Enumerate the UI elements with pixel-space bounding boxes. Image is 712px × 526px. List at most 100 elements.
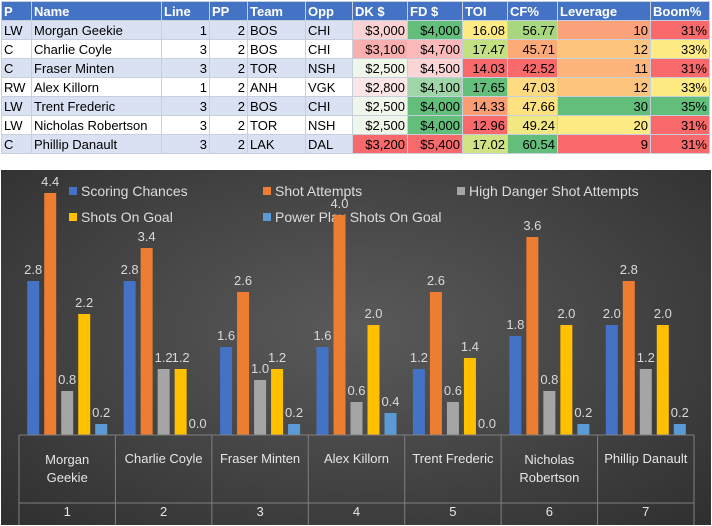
cell-name: Phillip Danault xyxy=(31,134,162,154)
bar xyxy=(509,336,522,435)
cell-p: C xyxy=(1,134,32,154)
cell-pp: 2 xyxy=(209,20,248,40)
cell-leverage: 12 xyxy=(557,77,651,97)
header-cf[interactable]: CF% xyxy=(507,1,558,21)
category-name: Charlie Coyle xyxy=(125,451,203,466)
bar xyxy=(157,369,170,435)
cell-line: 1 xyxy=(161,77,210,97)
cell-name: Trent Frederic xyxy=(31,96,162,116)
legend-swatch xyxy=(263,187,271,195)
cell-cf: 47.66 xyxy=(507,96,558,116)
category-number: 4 xyxy=(353,504,360,519)
header-line[interactable]: Line xyxy=(161,1,210,21)
header-name[interactable]: Name xyxy=(31,1,162,21)
bar xyxy=(95,424,108,435)
cell-opp: DAL xyxy=(305,134,353,154)
data-label: 2.6 xyxy=(234,273,252,288)
category-name: Phillip Danault xyxy=(604,451,687,466)
table-row: C Phillip Danault 3 2 LAK DAL $3,200 $5,400 17.0… xyxy=(1,134,710,154)
table-header-row: P Name Line PP Team Opp DK $ FD $ TOI CF% Leverage… xyxy=(1,1,710,21)
data-label: 1.2 xyxy=(410,350,428,365)
data-label: 1.6 xyxy=(313,328,331,343)
header-opp[interactable]: Opp xyxy=(305,1,353,21)
bar xyxy=(123,281,136,435)
cell-opp: VGK xyxy=(305,77,353,97)
cell-p: RW xyxy=(1,77,32,97)
cell-dk: $3,200 xyxy=(352,134,408,154)
bar xyxy=(577,424,590,435)
data-label: 1.2 xyxy=(172,350,190,365)
cell-name: Fraser Minten xyxy=(31,58,162,78)
cell-cf: 45.71 xyxy=(507,39,558,59)
cell-toi: 14.03 xyxy=(462,58,508,78)
header-boom[interactable]: Boom% xyxy=(650,1,710,21)
category-number: 7 xyxy=(642,504,649,519)
header-fd[interactable]: FD $ xyxy=(407,1,463,21)
header-leverage[interactable]: Leverage xyxy=(557,1,651,21)
cell-team: ANH xyxy=(247,77,306,97)
data-label: 3.4 xyxy=(138,229,156,244)
cell-boom: 31% xyxy=(650,115,710,135)
data-label: 0.2 xyxy=(574,405,592,420)
data-label: 1.6 xyxy=(217,328,235,343)
cell-boom: 31% xyxy=(650,20,710,40)
cell-dk: $2,500 xyxy=(352,115,408,135)
legend-swatch xyxy=(457,187,465,195)
cell-opp: NSH xyxy=(305,58,353,78)
cell-toi: 16.08 xyxy=(462,20,508,40)
table-row: LW Morgan Geekie 1 2 BOS CHI $3,000 $4,000 16.08… xyxy=(1,20,710,40)
legend-label: Power Play Shots On Goal xyxy=(275,209,442,225)
cell-fd: $4,000 xyxy=(407,20,463,40)
category-number: 1 xyxy=(64,504,71,519)
cell-line: 1 xyxy=(161,20,210,40)
bar xyxy=(526,237,539,435)
legend-label: High Danger Shot Attempts xyxy=(469,183,639,199)
cell-cf: 60.54 xyxy=(507,134,558,154)
cell-fd: $4,500 xyxy=(407,58,463,78)
bar xyxy=(27,281,40,435)
header-p[interactable]: P xyxy=(1,1,32,21)
bar xyxy=(174,369,187,435)
cell-dk: $2,800 xyxy=(352,77,408,97)
bar xyxy=(446,402,459,435)
cell-dk: $3,100 xyxy=(352,39,408,59)
cell-opp: CHI xyxy=(305,20,353,40)
bar xyxy=(254,380,267,435)
data-label: 2.8 xyxy=(24,262,42,277)
cell-line: 3 xyxy=(161,115,210,135)
cell-team: TOR xyxy=(247,115,306,135)
cell-p: LW xyxy=(1,20,32,40)
cell-leverage: 30 xyxy=(557,96,651,116)
cell-name: Alex Killorn xyxy=(31,77,162,97)
category-name: Morgan Geekie xyxy=(45,452,89,485)
bar xyxy=(78,314,91,435)
bar xyxy=(140,248,153,435)
data-label: 4.0 xyxy=(330,196,348,211)
header-team[interactable]: Team xyxy=(247,1,306,21)
bar xyxy=(367,325,380,435)
cell-toi: 17.02 xyxy=(462,134,508,154)
header-pp[interactable]: PP xyxy=(209,1,248,21)
data-label: 2.2 xyxy=(75,295,93,310)
cell-name: Morgan Geekie xyxy=(31,20,162,40)
bar xyxy=(622,281,635,435)
table-row: LW Trent Frederic 3 2 BOS CHI $2,500 $4,000 14.3… xyxy=(1,96,710,116)
cell-team: TOR xyxy=(247,58,306,78)
header-dk[interactable]: DK $ xyxy=(352,1,408,21)
chart-svg: Scoring Chances Shot Attempts High Danger … xyxy=(18,174,695,525)
data-label: 2.0 xyxy=(364,306,382,321)
data-label: 1.2 xyxy=(268,350,286,365)
bar xyxy=(316,347,329,435)
bar xyxy=(560,325,573,435)
cell-pp: 2 xyxy=(209,58,248,78)
cell-pp: 2 xyxy=(209,39,248,59)
category-number: 5 xyxy=(449,504,456,519)
data-label: 0.8 xyxy=(58,372,76,387)
data-label: 1.2 xyxy=(637,350,655,365)
bar xyxy=(350,402,363,435)
bar xyxy=(429,292,442,435)
data-label: 0.0 xyxy=(189,416,207,431)
cell-toi: 12.96 xyxy=(462,115,508,135)
header-toi[interactable]: TOI xyxy=(462,1,508,21)
category-name: Nicholas Robertson xyxy=(519,452,579,485)
